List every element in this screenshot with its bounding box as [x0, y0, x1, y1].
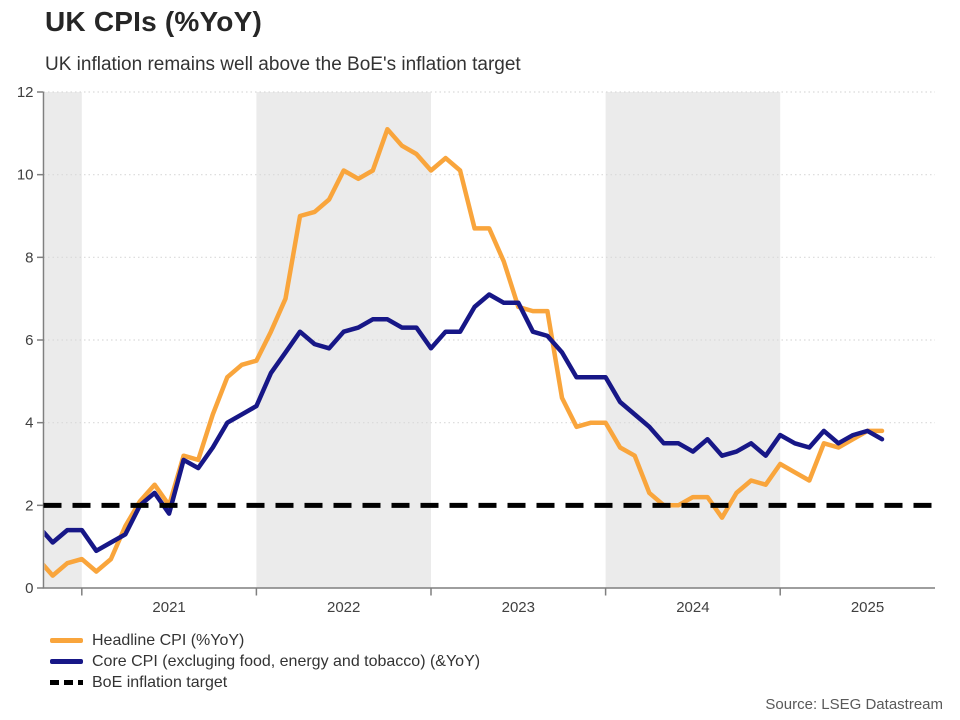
legend-item-headline-cpi: Headline CPI (%YoY) — [50, 630, 480, 651]
legend-item-boe-target: BoE inflation target — [50, 672, 480, 693]
source-credit: Source: LSEG Datastream — [765, 696, 943, 713]
headline-line-swatch — [50, 638, 83, 643]
y-tick-label: 8 — [25, 249, 33, 266]
x-tick-label: 2024 — [676, 599, 709, 616]
y-tick-label: 4 — [25, 415, 33, 432]
x-tick-label: 2025 — [851, 599, 884, 616]
legend-label-headline: Headline CPI (%YoY) — [92, 631, 245, 649]
series-line-core-cpi — [44, 292, 885, 554]
chart-subtitle: UK inflation remains well above the BoE'… — [45, 54, 521, 75]
y-tick-label: 0 — [25, 580, 33, 597]
y-tick-label: 10 — [17, 167, 34, 184]
legend-label-target: BoE inflation target — [92, 673, 228, 691]
legend-item-core-cpi: Core CPI (excluging food, energy and tob… — [50, 651, 480, 672]
legend-label-core: Core CPI (excluging food, energy and tob… — [92, 652, 481, 670]
x-tick-label: 2021 — [152, 599, 185, 616]
x-tick-label: 2023 — [502, 599, 535, 616]
y-tick-label: 6 — [25, 332, 33, 349]
legend: Headline CPI (%YoY) Core CPI (excluging … — [50, 630, 480, 693]
y-tick-label: 12 — [17, 84, 34, 101]
y-tick-label: 2 — [25, 497, 33, 514]
x-tick-label: 2022 — [327, 599, 360, 616]
core-line-swatch — [50, 659, 83, 664]
target-dashed-swatch — [50, 680, 83, 685]
chart-title: UK CPIs (%YoY) — [45, 6, 262, 37]
